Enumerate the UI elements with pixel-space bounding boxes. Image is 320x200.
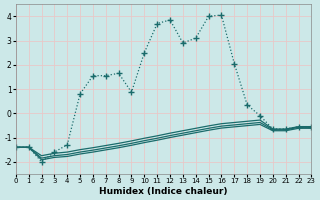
X-axis label: Humidex (Indice chaleur): Humidex (Indice chaleur) bbox=[100, 187, 228, 196]
